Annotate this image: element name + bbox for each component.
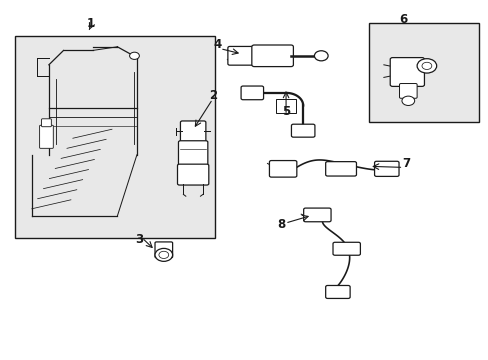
FancyBboxPatch shape: [399, 84, 416, 98]
Circle shape: [155, 248, 172, 261]
FancyBboxPatch shape: [374, 161, 398, 176]
Text: 6: 6: [399, 13, 407, 26]
Bar: [276, 99, 295, 113]
Circle shape: [129, 52, 139, 59]
Circle shape: [416, 59, 436, 73]
Text: 7: 7: [401, 157, 409, 170]
Text: 1: 1: [86, 17, 94, 30]
FancyBboxPatch shape: [269, 161, 296, 177]
FancyBboxPatch shape: [155, 242, 172, 258]
FancyBboxPatch shape: [41, 119, 51, 127]
Text: 4: 4: [213, 39, 221, 51]
FancyBboxPatch shape: [389, 58, 424, 86]
Text: 8: 8: [277, 219, 285, 231]
Circle shape: [401, 96, 414, 105]
Circle shape: [421, 62, 431, 69]
FancyBboxPatch shape: [251, 45, 293, 67]
FancyBboxPatch shape: [325, 285, 349, 298]
Circle shape: [159, 251, 168, 258]
Text: 3: 3: [135, 233, 143, 246]
Bar: [15, 36, 215, 238]
FancyBboxPatch shape: [40, 125, 53, 148]
FancyBboxPatch shape: [227, 46, 256, 65]
FancyBboxPatch shape: [303, 208, 330, 222]
Circle shape: [314, 51, 327, 61]
FancyBboxPatch shape: [241, 86, 263, 100]
FancyBboxPatch shape: [177, 164, 208, 185]
FancyBboxPatch shape: [180, 121, 205, 144]
FancyBboxPatch shape: [291, 124, 314, 137]
FancyBboxPatch shape: [178, 141, 207, 167]
Text: 5: 5: [282, 105, 289, 118]
FancyBboxPatch shape: [325, 162, 356, 176]
Text: 2: 2: [208, 89, 216, 102]
FancyBboxPatch shape: [332, 242, 360, 255]
Bar: [368, 23, 478, 122]
